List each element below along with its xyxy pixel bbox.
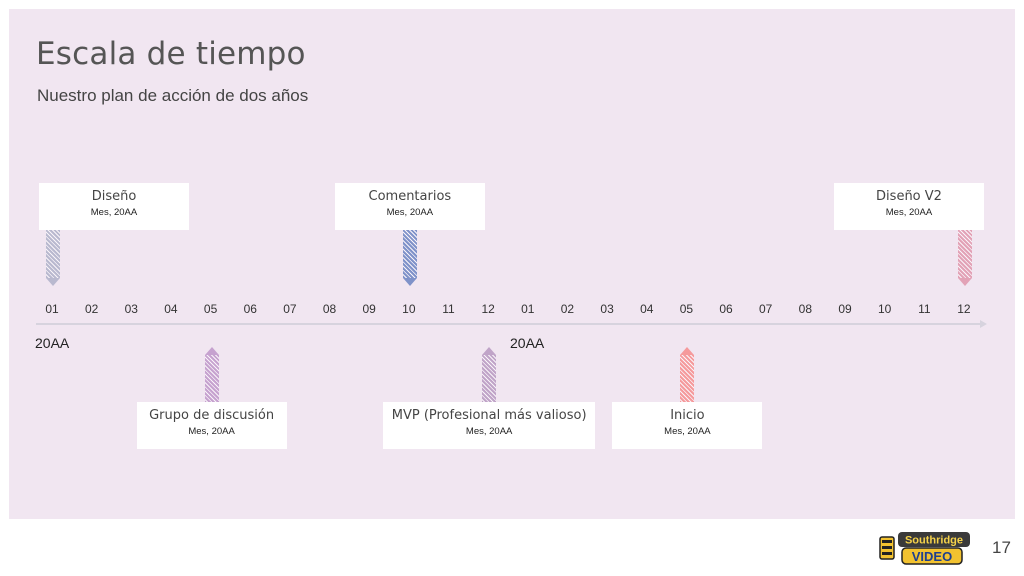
milestone-date: Mes, 20AA [90,207,138,218]
milestone-title: Grupo de discusión [149,408,275,423]
milestone-card: Comentarios Mes, 20AA [334,183,485,230]
milestone-date: Mes, 20AA [386,207,434,218]
slide-title: Escala de tiempo [36,36,306,72]
month-label: 08 [322,302,337,316]
logo-text-bottom: VIDEO [912,549,952,564]
milestone-date: Mes, 20AA [885,207,933,218]
timeline-axis [36,323,982,325]
milestone-date: Mes, 20AA [188,426,235,437]
year-label: 20AA [35,335,70,351]
month-label: 02 [560,302,575,316]
month-label: 12 [957,302,971,316]
month-label: 06 [243,302,257,316]
milestone-card: Diseño V2 Mes, 20AA [834,183,984,230]
month-label: 07 [759,302,773,316]
milestone-card: MVP (Profesional más valioso) Mes, 20AA [383,402,596,449]
milestone-date: Mes, 20AA [664,426,711,437]
month-label: 07 [283,302,297,316]
month-label: 10 [877,302,892,316]
month-label: 01 [521,302,535,316]
slide-subtitle: Nuestro plan de acción de dos años [37,86,309,105]
month-label: 04 [164,302,178,316]
milestone-title: Inicio [670,408,705,423]
logo-text-top: Southridge [905,535,963,547]
month-label: 02 [84,302,99,316]
milestone-title: Diseño [91,189,137,204]
month-label: 11 [442,302,455,316]
axis-arrow-icon [980,320,987,328]
month-label: 03 [600,302,614,316]
page-number: 17 [992,538,1011,557]
month-label: 09 [838,302,852,316]
month-label: 11 [918,302,931,316]
milestone-title: MVP (Profesional más valioso) [391,408,587,423]
month-label: 06 [719,302,733,316]
month-label: 10 [402,302,416,316]
milestone-card: Grupo de discusión Mes, 20AA [136,402,287,449]
month-label: 05 [203,302,218,316]
milestone-title: Diseño V2 [876,189,942,204]
milestone-card: Diseño Mes, 20AA [39,183,189,230]
milestone-card: Inicio Mes, 20AA [612,402,763,449]
month-label: 03 [124,302,138,316]
month-label: 04 [640,302,654,316]
month-label: 08 [798,302,813,316]
milestone-title: Comentarios [368,189,452,204]
year-label: 20AA [510,335,545,351]
milestone-date: Mes, 20AA [465,426,513,437]
southridge-video-logo: Southridge VIDEO [879,532,970,565]
month-label: 12 [481,302,495,316]
month-label: 09 [362,302,376,316]
month-label: 01 [45,302,59,316]
month-label: 05 [679,302,694,316]
